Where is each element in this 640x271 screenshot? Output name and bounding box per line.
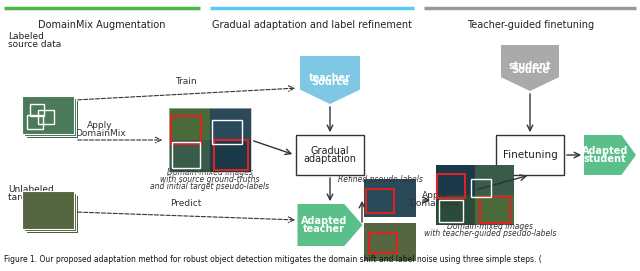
- Bar: [169, 140, 210, 172]
- Bar: [171, 116, 201, 144]
- Text: Domain-mixed images: Domain-mixed images: [167, 168, 253, 177]
- Text: Adapted: Adapted: [582, 146, 628, 156]
- Text: Gradual adaptation and label refinement: Gradual adaptation and label refinement: [212, 20, 412, 30]
- Bar: [436, 195, 475, 225]
- Text: Gradual: Gradual: [310, 146, 349, 156]
- Bar: [475, 195, 514, 225]
- Text: student: student: [509, 61, 551, 71]
- Bar: [369, 233, 397, 253]
- Text: student: student: [584, 154, 627, 164]
- Text: Apply: Apply: [422, 191, 448, 199]
- Text: Source: Source: [511, 65, 549, 75]
- Polygon shape: [584, 135, 636, 175]
- Bar: [26, 195, 78, 233]
- Bar: [22, 191, 74, 229]
- Text: Labeled: Labeled: [8, 32, 44, 41]
- Text: teacher: teacher: [303, 224, 345, 234]
- Bar: [24, 193, 76, 231]
- Text: with teacher-guided pseudo-labels: with teacher-guided pseudo-labels: [424, 229, 556, 238]
- Bar: [30, 104, 44, 116]
- Text: with source ground-truths: with source ground-truths: [160, 175, 260, 184]
- Bar: [475, 165, 514, 195]
- Text: DomainMix: DomainMix: [410, 199, 460, 208]
- Text: Source: Source: [311, 77, 349, 87]
- Text: Apply: Apply: [87, 121, 113, 130]
- Text: DomainMix: DomainMix: [75, 129, 125, 138]
- Bar: [471, 179, 491, 197]
- Text: Refined pseudo-labels: Refined pseudo-labels: [337, 175, 422, 184]
- Bar: [437, 174, 465, 198]
- Bar: [38, 110, 54, 124]
- Bar: [214, 140, 248, 170]
- Bar: [439, 200, 463, 222]
- Bar: [210, 140, 251, 172]
- Bar: [364, 223, 416, 261]
- Text: Finetuning: Finetuning: [502, 150, 557, 160]
- Text: Adapted: Adapted: [301, 215, 347, 225]
- Bar: [366, 189, 394, 213]
- Text: Unlabeled: Unlabeled: [8, 185, 54, 194]
- Text: teacher: teacher: [309, 73, 351, 83]
- Bar: [480, 197, 510, 223]
- Text: Predict: Predict: [170, 199, 202, 208]
- Bar: [364, 179, 416, 217]
- Polygon shape: [501, 45, 559, 91]
- Polygon shape: [300, 56, 360, 104]
- Bar: [24, 98, 76, 136]
- Text: Domain-mixed images: Domain-mixed images: [447, 222, 533, 231]
- Bar: [27, 115, 43, 129]
- Text: DomainMix Augmentation: DomainMix Augmentation: [38, 20, 166, 30]
- Bar: [169, 108, 251, 172]
- Bar: [169, 108, 210, 140]
- Text: Teacher-guided finetuning: Teacher-guided finetuning: [467, 20, 595, 30]
- Text: Figure 1. Our proposed adaptation method for robust object detection mitigates t: Figure 1. Our proposed adaptation method…: [4, 255, 541, 264]
- Text: target data: target data: [8, 193, 59, 202]
- FancyBboxPatch shape: [496, 135, 564, 175]
- Bar: [172, 142, 200, 168]
- Text: Train: Train: [175, 77, 197, 86]
- Polygon shape: [298, 204, 362, 246]
- Bar: [436, 165, 475, 195]
- Bar: [212, 120, 242, 144]
- Text: adaptation: adaptation: [303, 154, 356, 164]
- Bar: [210, 108, 251, 140]
- Bar: [22, 96, 74, 134]
- Text: source data: source data: [8, 40, 61, 49]
- FancyBboxPatch shape: [296, 135, 364, 175]
- Text: and initial target pseudo-labels: and initial target pseudo-labels: [150, 182, 269, 191]
- Bar: [26, 100, 78, 138]
